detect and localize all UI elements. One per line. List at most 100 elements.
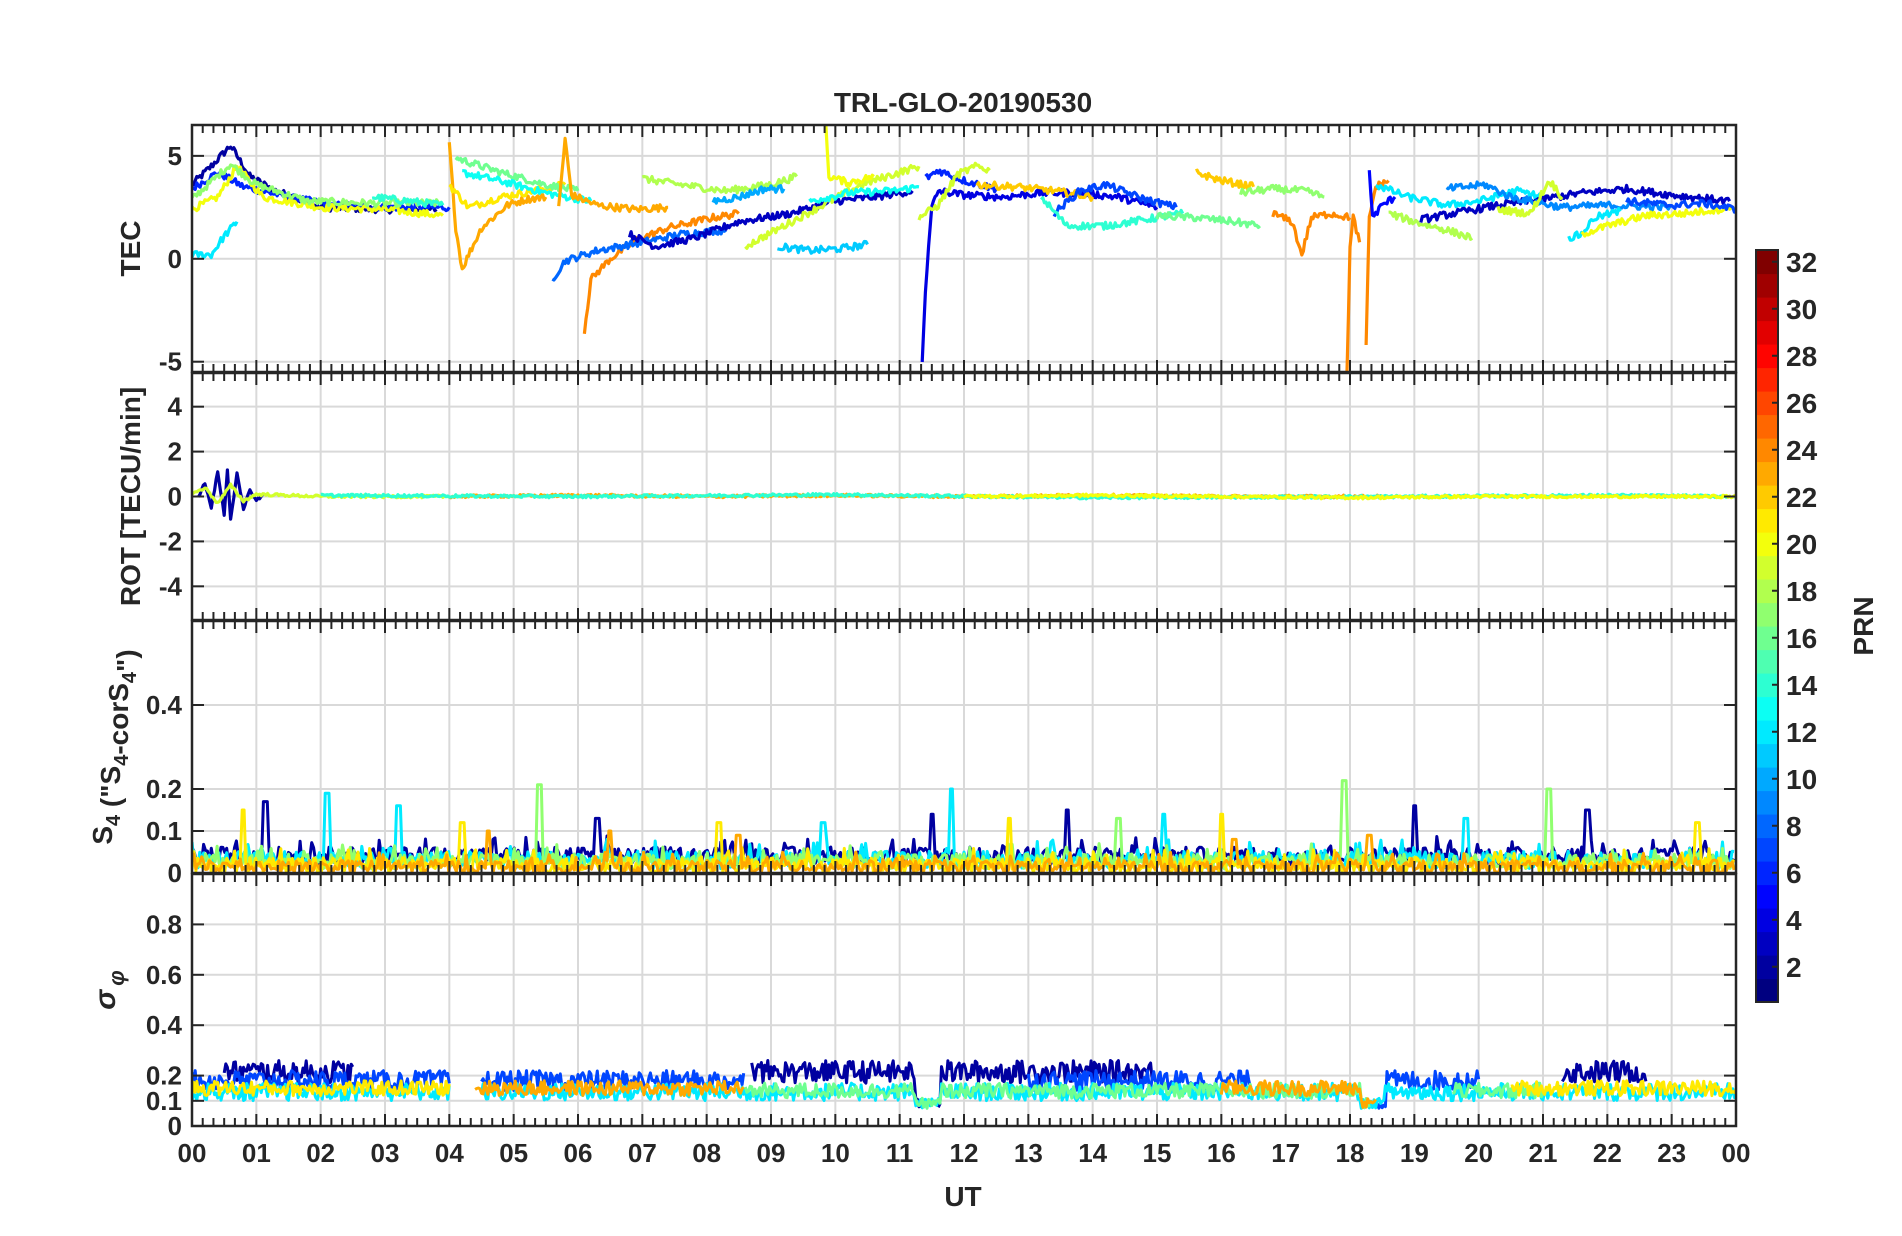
x-tick-labels: 00 01 02 03 04 05 06 07 08 09 10 11 12 13 14 15 16 17 18 19…	[178, 1138, 1751, 1168]
rot-series-prn-20-4	[963, 492, 1736, 501]
colorbar-tick-label: 14	[1786, 670, 1818, 701]
x-axis-label: UT	[944, 1181, 981, 1212]
colorbar-tick-label: 12	[1786, 717, 1817, 748]
panel-tec: -5 0 5 TEC	[115, 123, 1738, 377]
xtick-label: 09	[757, 1138, 786, 1168]
tec-series-prn-6-21	[924, 168, 998, 194]
tec-series-prn-13-9	[462, 169, 593, 204]
ytick-label-s4: 0	[168, 858, 182, 888]
tec-series-prn-3-35	[1419, 183, 1732, 224]
colorbar-swatch	[1756, 743, 1778, 768]
colorbar-swatch	[1756, 673, 1778, 698]
ylabel-tec: TEC	[115, 221, 146, 277]
colorbar-tick-label: 28	[1786, 341, 1817, 372]
grid-sigma	[191, 874, 1737, 1127]
ytick-label-s4: 0.1	[146, 816, 182, 846]
xticks-s4	[191, 621, 1737, 873]
tec-series-prn-20-39	[1580, 204, 1736, 238]
xtick-label: 19	[1400, 1138, 1429, 1168]
ytick-label-rot: -4	[159, 571, 183, 601]
sigma-series-prn-2-3	[1561, 1059, 1648, 1085]
colorbar-swatch	[1756, 790, 1778, 815]
chart-title: TRL-GLO-20190530	[834, 87, 1092, 118]
xtick-label: 00	[1722, 1138, 1751, 1168]
colorbar-swatch	[1756, 767, 1778, 792]
tec-series-prn-17-28	[1239, 183, 1325, 199]
sigma-series-prn-2-0	[222, 1059, 355, 1085]
panel-s4: 0 0.1 0.2 0.4S4 ("S4-corS4")	[87, 619, 1738, 888]
tec-series-prn-20-18	[824, 125, 875, 188]
tec-series-prn-20-2	[192, 165, 444, 219]
colorbar-swatch	[1756, 273, 1778, 298]
panel-sigma: 00.10.2 0.4 0.6 0.8 σφ	[89, 872, 1738, 1141]
xtick-label: 21	[1529, 1138, 1558, 1168]
xtick-label: 04	[435, 1138, 464, 1168]
colorbar-tick-label: 8	[1786, 811, 1802, 842]
colorbar-swatch	[1756, 579, 1778, 604]
tec-series-prn-19-22	[917, 161, 991, 221]
ytick-label-tec: 0	[168, 244, 182, 274]
xtick-label: 06	[564, 1138, 593, 1168]
tec-series-prn-12-4	[192, 220, 239, 260]
tec-series-prn-23-10	[557, 136, 669, 214]
tec-series-prn-10-15	[711, 184, 786, 205]
ylabel-s4: S4 ("S4-corS4")	[87, 649, 142, 844]
xtick-label: 23	[1657, 1138, 1686, 1168]
xtick-label: 08	[692, 1138, 721, 1168]
xticks-rot	[191, 373, 1737, 620]
sigma-series-prn-7-1	[480, 1069, 746, 1093]
colorbar-swatch	[1756, 320, 1778, 345]
tec-series-prn-7-40	[1625, 197, 1736, 214]
colorbar-swatch	[1756, 391, 1778, 416]
colorbar-swatch	[1756, 461, 1778, 486]
xticks-tec	[191, 125, 1737, 372]
colorbar-tick-label: 4	[1786, 905, 1802, 936]
colorbar-swatch	[1756, 344, 1778, 369]
sigma-series-prn-7-0	[192, 1069, 451, 1093]
colorbar-swatch	[1756, 955, 1778, 980]
tec-series-prn-12-33	[1375, 184, 1544, 209]
colorbar-tick-label: 22	[1786, 482, 1817, 513]
xtick-label: 12	[950, 1138, 979, 1168]
colorbar-tick-label: 18	[1786, 576, 1817, 607]
colorbar-swatch	[1756, 908, 1778, 933]
colorbar-swatch	[1756, 626, 1778, 651]
tec-series-prn-18-34	[1388, 210, 1474, 241]
tec-series-prn-9-36	[1445, 180, 1673, 212]
tec-series-prn-19-37	[1496, 180, 1564, 218]
ytick-label-rot: -2	[159, 526, 182, 556]
tec-series-prn-24-11	[582, 209, 740, 334]
ytick-label-sigma: 0	[168, 1111, 182, 1141]
colorbar-swatch	[1756, 485, 1778, 510]
colorbar-swatch	[1756, 250, 1778, 275]
colorbar-swatch	[1756, 602, 1778, 627]
ytick-label-sigma: 0.1	[146, 1086, 182, 1116]
ytick-label-tec: 5	[168, 141, 182, 171]
ytick-label-s4: 0.4	[146, 690, 183, 720]
tec-series-prn-11-16	[777, 239, 869, 255]
colorbar-frame	[1755, 249, 1779, 1003]
colorbar-swatch	[1756, 861, 1778, 886]
xtick-label: 20	[1464, 1138, 1493, 1168]
xtick-label: 00	[178, 1138, 207, 1168]
colorbar-tick-label: 2	[1786, 952, 1802, 983]
sigma-series-prn-23-0	[474, 1079, 745, 1097]
sigma-series-prn-21-1	[1510, 1079, 1736, 1098]
ytick-label-tec: -5	[159, 347, 182, 377]
xtick-label: 15	[1143, 1138, 1172, 1168]
colorbar-tick-label: 32	[1786, 247, 1817, 278]
colorbar-swatch	[1756, 978, 1778, 1003]
colorbar-swatch	[1756, 438, 1778, 463]
tec-series-prn-22-26	[1195, 168, 1255, 191]
ytick-label-rot: 0	[168, 482, 182, 512]
xtick-label: 02	[306, 1138, 335, 1168]
colorbar-swatch	[1756, 649, 1778, 674]
data-rot	[192, 468, 1736, 521]
colorbar-tick-label: 10	[1786, 764, 1817, 795]
sigma-series-prn-21-0	[192, 1079, 451, 1098]
xtick-label: 01	[242, 1138, 271, 1168]
tec-series-prn-24-30	[1345, 213, 1362, 372]
tec-series-prn-7-24	[1052, 181, 1178, 218]
